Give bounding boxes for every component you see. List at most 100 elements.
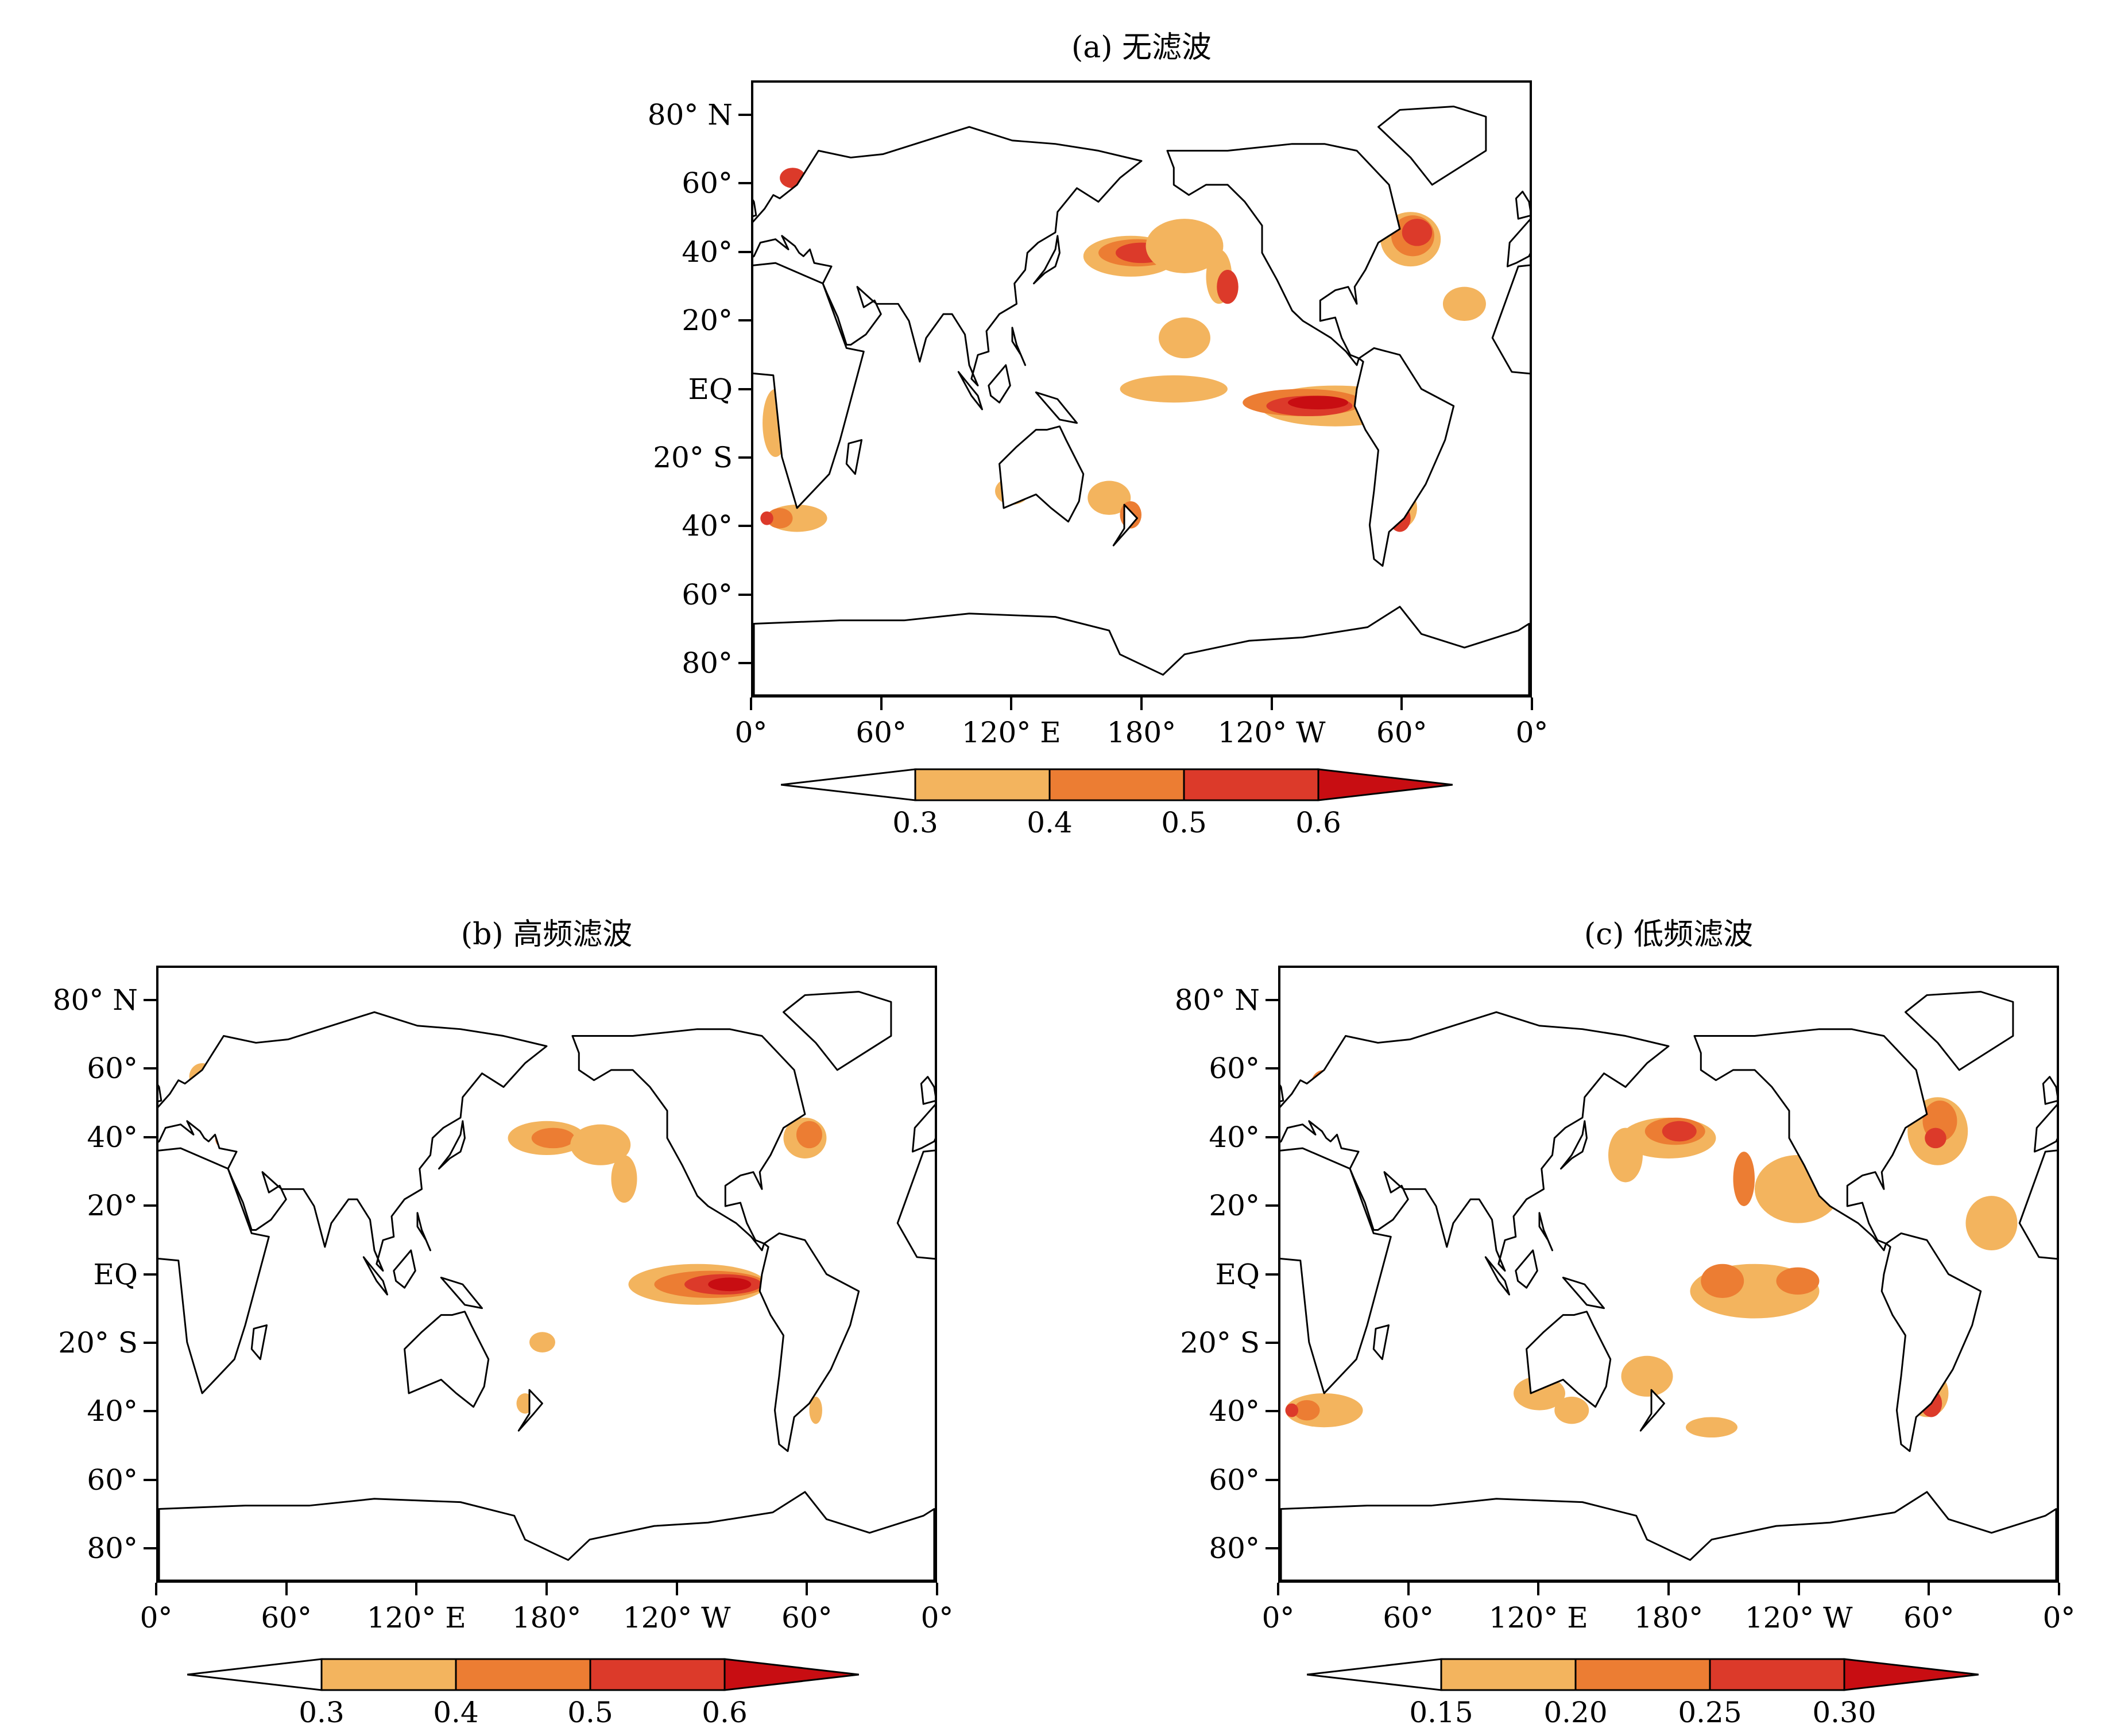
lon-label: 60° [856, 716, 907, 749]
coastline-borneo [1515, 1249, 1538, 1289]
lat-tick [1266, 1410, 1278, 1413]
coastline-africa [1280, 1147, 1392, 1394]
coastline-antarctica [753, 606, 1530, 695]
colorbar-tick-label: 0.5 [1161, 806, 1207, 839]
field-contour-12 [1285, 1403, 1299, 1417]
coastline-australia [999, 425, 1085, 523]
lon-tick [1407, 1583, 1410, 1595]
colorbar-high-extend [1843, 1658, 1979, 1691]
lat-label: 20° [87, 1189, 138, 1223]
lat-tick [738, 593, 751, 596]
field-contour-2 [1662, 1121, 1697, 1142]
coastline-eurasia-wrap [1506, 219, 1530, 268]
colorbar-segment-2 [589, 1658, 726, 1691]
lat-tick [738, 319, 751, 322]
coastline-japan [1033, 235, 1061, 285]
coastlines [753, 106, 1530, 695]
lon-label: 0° [140, 1601, 173, 1634]
field-contour-9 [796, 1121, 822, 1149]
panel-a: (a) 无滤波 80° N 60° 40° 20° EQ 20° S 40° 60° 80° 0°… [0, 0, 2113, 861]
colorbar-b [187, 1658, 859, 1691]
coastline-newzealand [1639, 1389, 1665, 1432]
coastline-africa [753, 262, 865, 509]
lon-tick [806, 1583, 808, 1595]
coastline-uk [158, 1084, 162, 1102]
lon-label: 120° W [1744, 1601, 1853, 1634]
coastline-greenland [1905, 991, 2014, 1071]
lon-label: 120° W [1217, 716, 1326, 749]
coastline-namerica [1166, 143, 1401, 366]
lon-tick [1797, 1583, 1800, 1595]
field-contour-22 [1733, 1152, 1755, 1206]
field-contour-9 [1217, 270, 1239, 304]
colorbar-segment-2 [1183, 768, 1319, 801]
map-c [1278, 966, 2059, 1583]
lat-tick [738, 525, 751, 528]
map-b [156, 966, 937, 1583]
field-contour-16 [1621, 1355, 1673, 1397]
field-contour-20 [1685, 1417, 1737, 1438]
lat-tick [738, 182, 751, 185]
coastline-japan [438, 1120, 466, 1170]
field-contour-24 [1120, 375, 1228, 403]
coastline-eurasia-wrap [2033, 1104, 2057, 1153]
lon-label: 0° [1261, 1601, 1295, 1634]
field-contour-18 [1965, 1196, 2018, 1251]
lat-tick [144, 1204, 156, 1207]
lat-tick [738, 250, 751, 253]
coastline-sumatra [957, 371, 983, 410]
lat-tick [1266, 1273, 1278, 1276]
coastline-eurasia-wrap [911, 1104, 935, 1153]
lat-label: EQ [93, 1257, 138, 1291]
lon-label: 0° [734, 716, 768, 749]
lat-label: 40° [1209, 1120, 1260, 1154]
lat-tick [144, 1136, 156, 1138]
lon-label: 0° [920, 1601, 954, 1634]
lat-tick [144, 1067, 156, 1070]
lat-label: 20° [1209, 1189, 1260, 1223]
lat-tick [1266, 1341, 1278, 1344]
lon-tick [936, 1583, 938, 1595]
lon-tick [1667, 1583, 1670, 1595]
colorbar-high-extend [723, 1658, 859, 1691]
field-contour-16 [767, 507, 793, 529]
lon-tick [2058, 1583, 2060, 1595]
field-contour-17 [1554, 1396, 1589, 1424]
map-a [751, 80, 1532, 698]
colorbar-segment-0 [320, 1658, 457, 1691]
coastline-japan [1560, 1120, 1588, 1170]
coastline-sumatra [1484, 1256, 1510, 1296]
colorbar-segment-0 [1440, 1658, 1577, 1691]
lon-tick [1400, 698, 1403, 710]
coastline-australia [1526, 1311, 1612, 1408]
coastline-newzealand [517, 1389, 543, 1432]
field-contour-12 [1402, 219, 1433, 246]
colorbar-tick-label: 0.6 [702, 1696, 748, 1729]
lon-tick [675, 1583, 678, 1595]
field-contour-13 [529, 1332, 555, 1353]
lat-label: 60° [682, 166, 733, 200]
field-contour-14 [809, 1396, 822, 1424]
lon-tick [155, 1583, 157, 1595]
coastline-africa-wrap [2018, 1149, 2057, 1260]
lon-label: 180° [1634, 1601, 1704, 1634]
colorbar-segment-1 [1574, 1658, 1711, 1691]
lat-tick [144, 998, 156, 1001]
lon-tick [415, 1583, 418, 1595]
coastline-uk-wrap [2042, 1076, 2057, 1105]
coastline-uk-wrap [1515, 191, 1530, 220]
lat-tick [1266, 1547, 1278, 1550]
field-contour-9 [1925, 1127, 1946, 1149]
lat-label: 60° [87, 1052, 138, 1086]
coastline-africa-wrap [1491, 264, 1530, 375]
panel-a-title: (a) 无滤波 [1071, 30, 1212, 65]
lat-tick [738, 456, 751, 459]
coastline-namerica [571, 1028, 806, 1251]
colorbar-tick-label: 0.15 [1409, 1696, 1473, 1729]
lat-tick [144, 1341, 156, 1344]
lat-label: 40° [1209, 1394, 1260, 1428]
coastline-newguinea [1562, 1276, 1605, 1309]
field-contour-21 [1608, 1127, 1643, 1183]
coastline-uk-wrap [920, 1076, 935, 1105]
